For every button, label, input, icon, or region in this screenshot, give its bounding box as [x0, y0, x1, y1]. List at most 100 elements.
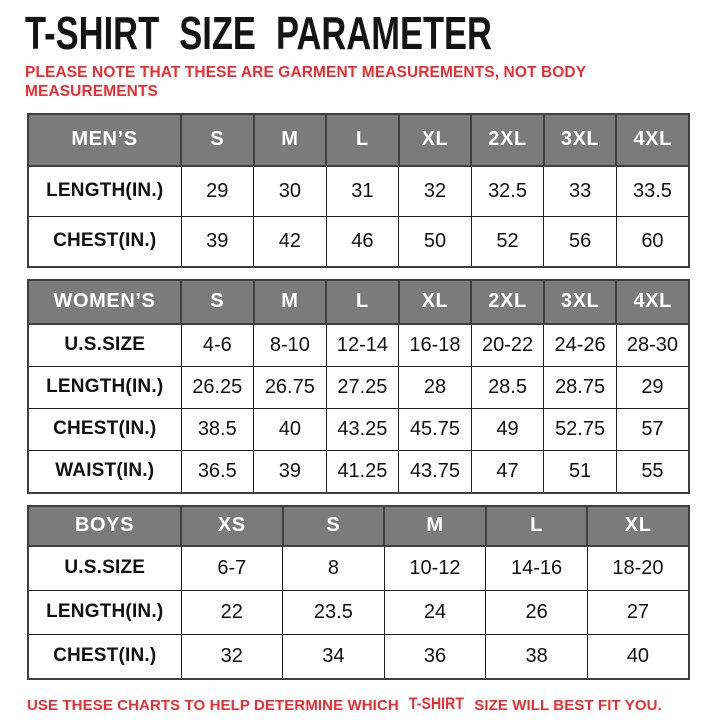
size-column-header: 2XL — [470, 112, 545, 167]
value-cell: 47 — [470, 449, 545, 494]
womens-size-table: WOMEN’S S M L XL 2XL 3XL 4XL U.S.SIZE 4-6 8-10 12-… — [27, 278, 690, 494]
row-label: WAIST(IN.) — [27, 449, 182, 494]
size-column-header: L — [325, 278, 400, 325]
value-cell: 60 — [615, 215, 690, 268]
value-cell: 29 — [180, 165, 255, 217]
header-row: BOYS XS S M L XL — [27, 504, 690, 547]
table-row: LENGTH(IN.) 26.25 26.75 27.25 28 28.5 28.75 29 — [27, 365, 690, 409]
value-cell: 6-7 — [180, 545, 284, 591]
size-column-header: S — [180, 278, 255, 325]
value-cell: 8 — [282, 545, 385, 591]
value-cell: 28.75 — [543, 365, 617, 409]
value-cell: 50 — [398, 215, 472, 268]
value-cell: 36.5 — [180, 449, 255, 494]
table-title-cell: MEN’S — [27, 112, 182, 167]
table-row: CHEST(IN.) 32 34 36 38 40 — [27, 633, 690, 680]
size-column-header: L — [325, 112, 400, 167]
value-cell: 16-18 — [398, 323, 472, 367]
value-cell: 4-6 — [180, 323, 255, 367]
boys-table-body: U.S.SIZE 6-7 8 10-12 14-16 18-20 LENGTH(IN.) 22… — [27, 545, 690, 680]
value-cell: 56 — [543, 215, 617, 268]
value-cell: 10-12 — [383, 545, 487, 591]
fit-advice-note: USE THESE CHARTS TO HELP DETERMINE WHICH… — [27, 695, 695, 714]
value-cell: 26.25 — [180, 365, 255, 409]
womens-table-header: WOMEN’S S M L XL 2XL 3XL 4XL — [27, 278, 690, 325]
size-column-header: M — [252, 278, 328, 325]
size-column-header: 2XL — [470, 278, 545, 325]
value-cell: 29 — [615, 365, 690, 409]
fit-advice-tshirt-word: T-SHIRT — [408, 694, 465, 713]
mens-size-table: MEN’S S M L XL 2XL 3XL 4XL LENGTH(IN.) 29 30 31 32 3… — [27, 112, 690, 268]
size-column-header: L — [484, 504, 589, 547]
table-row: U.S.SIZE 4-6 8-10 12-14 16-18 20-22 24-26 28-30 — [27, 323, 690, 367]
value-cell: 26 — [485, 589, 588, 635]
value-cell: 8-10 — [253, 323, 327, 367]
fit-advice-post: SIZE WILL BEST FIT YOU. — [474, 696, 662, 714]
size-column-header: 3XL — [542, 278, 618, 325]
size-tables-container: MEN’S S M L XL 2XL 3XL 4XL LENGTH(IN.) 29 30 31 32 3… — [27, 112, 695, 680]
value-cell: 32 — [180, 633, 284, 680]
value-cell: 52.75 — [543, 407, 617, 451]
page-title: T-SHIRT SIZE PARAMETER — [25, 7, 492, 59]
row-label: LENGTH(IN.) — [27, 365, 182, 409]
value-cell: 18-20 — [586, 545, 690, 591]
value-cell: 33.5 — [615, 165, 690, 217]
value-cell: 24-26 — [543, 323, 617, 367]
mens-table-body: LENGTH(IN.) 29 30 31 32 32.5 33 33.5 CHEST(IN.) 3… — [27, 165, 690, 268]
value-cell: 41.25 — [325, 449, 400, 494]
value-cell: 49 — [470, 407, 545, 451]
value-cell: 32.5 — [470, 165, 545, 217]
size-column-header: XL — [397, 112, 473, 167]
value-cell: 23.5 — [282, 589, 385, 635]
table-row: LENGTH(IN.) 29 30 31 32 32.5 33 33.5 — [27, 165, 690, 217]
value-cell: 12-14 — [325, 323, 400, 367]
womens-table-body: U.S.SIZE 4-6 8-10 12-14 16-18 20-22 24-26 28-30… — [27, 323, 690, 494]
mens-table-header: MEN’S S M L XL 2XL 3XL 4XL — [27, 112, 690, 167]
value-cell: 36 — [383, 633, 487, 680]
table-row: LENGTH(IN.) 22 23.5 24 26 27 — [27, 589, 690, 635]
value-cell: 20-22 — [470, 323, 545, 367]
table-title-cell: WOMEN’S — [27, 278, 182, 325]
size-column-header: XL — [586, 504, 690, 547]
value-cell: 28-30 — [615, 323, 690, 367]
value-cell: 43.25 — [325, 407, 400, 451]
table-title-cell: BOYS — [27, 504, 182, 547]
value-cell: 46 — [325, 215, 400, 268]
value-cell: 40 — [253, 407, 327, 451]
value-cell: 39 — [253, 449, 327, 494]
row-label: U.S.SIZE — [27, 323, 182, 367]
size-column-header: 4XL — [615, 112, 690, 167]
row-label: CHEST(IN.) — [27, 633, 182, 680]
value-cell: 45.75 — [398, 407, 472, 451]
boys-size-table: BOYS XS S M L XL U.S.SIZE 6-7 8 10-12 14-16 18-20 L… — [27, 504, 690, 680]
size-column-header: XL — [397, 278, 473, 325]
table-row: CHEST(IN.) 39 42 46 50 52 56 60 — [27, 215, 690, 268]
value-cell: 32 — [398, 165, 472, 217]
value-cell: 24 — [383, 589, 487, 635]
row-label: LENGTH(IN.) — [27, 589, 182, 635]
garment-measurement-note: PLEASE NOTE THAT THESE ARE GARMENT MEASU… — [25, 63, 586, 100]
value-cell: 14-16 — [485, 545, 588, 591]
size-column-header: M — [383, 504, 487, 547]
header-row: WOMEN’S S M L XL 2XL 3XL 4XL — [27, 278, 690, 325]
value-cell: 43.75 — [398, 449, 472, 494]
value-cell: 38.5 — [180, 407, 255, 451]
value-cell: 28 — [398, 365, 472, 409]
table-row: CHEST(IN.) 38.5 40 43.25 45.75 49 52.75 57 — [27, 407, 690, 451]
value-cell: 40 — [586, 633, 690, 680]
table-row: U.S.SIZE 6-7 8 10-12 14-16 18-20 — [27, 545, 690, 591]
value-cell: 51 — [543, 449, 617, 494]
value-cell: 57 — [615, 407, 690, 451]
value-cell: 28.5 — [470, 365, 545, 409]
value-cell: 27.25 — [325, 365, 400, 409]
size-column-header: M — [252, 112, 328, 167]
value-cell: 33 — [543, 165, 617, 217]
row-label: LENGTH(IN.) — [27, 165, 182, 217]
header-row: MEN’S S M L XL 2XL 3XL 4XL — [27, 112, 690, 167]
value-cell: 34 — [282, 633, 385, 680]
value-cell: 39 — [180, 215, 255, 268]
value-cell: 30 — [253, 165, 327, 217]
value-cell: 55 — [615, 449, 690, 494]
table-row: WAIST(IN.) 36.5 39 41.25 43.75 47 51 55 — [27, 449, 690, 494]
